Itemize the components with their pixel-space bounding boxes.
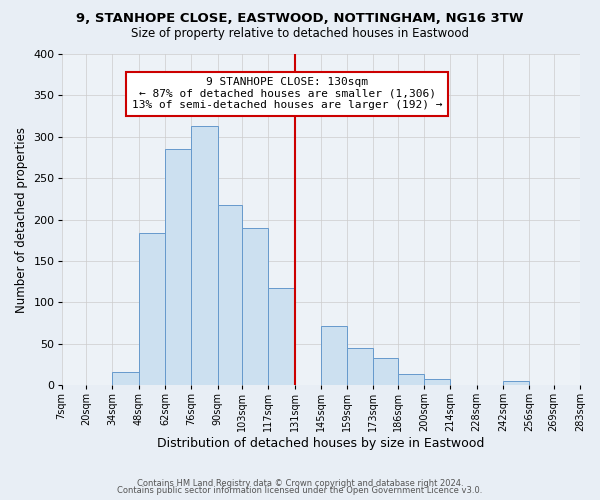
Bar bbox=[268, 288, 295, 385]
Bar bbox=[218, 206, 242, 385]
Bar bbox=[424, 378, 451, 385]
Bar bbox=[398, 374, 424, 385]
Bar bbox=[347, 348, 373, 385]
Bar bbox=[139, 233, 165, 385]
X-axis label: Distribution of detached houses by size in Eastwood: Distribution of detached houses by size … bbox=[157, 437, 485, 450]
Text: Contains public sector information licensed under the Open Government Licence v3: Contains public sector information licen… bbox=[118, 486, 482, 495]
Bar bbox=[373, 358, 398, 385]
Y-axis label: Number of detached properties: Number of detached properties bbox=[15, 126, 28, 312]
Bar bbox=[165, 149, 191, 385]
Bar bbox=[503, 381, 529, 385]
Text: Contains HM Land Registry data © Crown copyright and database right 2024.: Contains HM Land Registry data © Crown c… bbox=[137, 478, 463, 488]
Bar bbox=[321, 326, 347, 385]
Bar bbox=[191, 126, 218, 385]
Text: 9, STANHOPE CLOSE, EASTWOOD, NOTTINGHAM, NG16 3TW: 9, STANHOPE CLOSE, EASTWOOD, NOTTINGHAM,… bbox=[76, 12, 524, 26]
Text: Size of property relative to detached houses in Eastwood: Size of property relative to detached ho… bbox=[131, 28, 469, 40]
Text: 9 STANHOPE CLOSE: 130sqm
← 87% of detached houses are smaller (1,306)
13% of sem: 9 STANHOPE CLOSE: 130sqm ← 87% of detach… bbox=[132, 77, 442, 110]
Bar bbox=[112, 372, 139, 385]
Bar bbox=[242, 228, 268, 385]
